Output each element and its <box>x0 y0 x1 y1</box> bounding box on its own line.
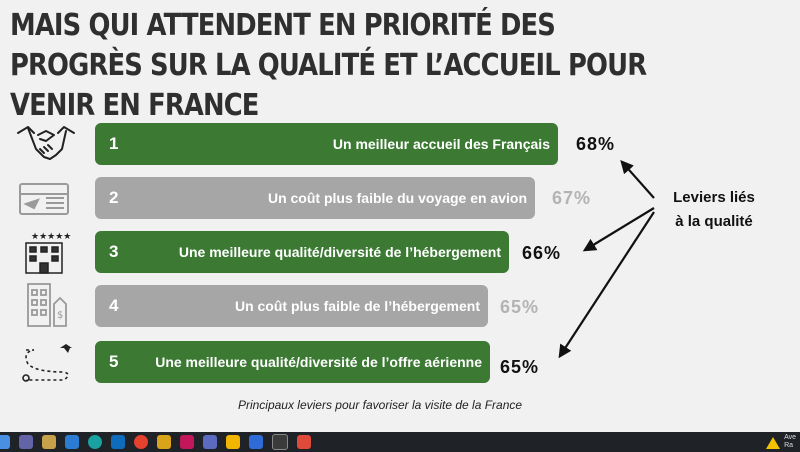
arrow-to-lever-5 <box>558 211 655 359</box>
callout-arrows <box>558 160 655 359</box>
app-badge-icon[interactable] <box>111 435 125 449</box>
callout-line-2: à la qualité <box>675 213 753 230</box>
flight-route-icon <box>22 344 72 382</box>
lever-percent: 67% <box>552 188 592 208</box>
lever-percent: 65% <box>500 357 540 377</box>
edge-icon[interactable] <box>88 435 102 449</box>
store-icon[interactable] <box>42 435 56 449</box>
lever-label: Un coût plus faible du voyage en avion <box>267 190 527 206</box>
outlook-icon[interactable] <box>65 435 79 449</box>
lever-bar-3: 3 Une meilleure qualité/diversité de l’h… <box>95 231 509 273</box>
lever-bar-2: 2 Un coût plus faible du voyage en avion <box>95 177 535 219</box>
app-icon[interactable] <box>203 435 217 449</box>
powerpoint-icon[interactable] <box>297 435 311 449</box>
warning-icon <box>766 437 781 449</box>
slide: MAIS QUI ATTENDENT EN PRIORITÉ DES PROGR… <box>10 8 764 412</box>
lever-label: Une meilleure qualité/diversité de l’héb… <box>178 244 501 260</box>
windows-taskbar: Ave Ra <box>0 432 800 452</box>
building-price-icon: $ <box>27 283 67 327</box>
svg-text:★★★★★: ★★★★★ <box>31 232 71 242</box>
file-explorer-icon[interactable] <box>226 435 240 449</box>
handshake-icon <box>17 126 75 160</box>
callout-line-1: Leviers liés <box>673 189 755 206</box>
lever-percent: 68% <box>576 134 616 154</box>
plane-ticket-icon <box>19 183 69 215</box>
lever-number: 4 <box>109 296 119 315</box>
lever-bar-5: 5 Une meilleure qualité/diversité de l’o… <box>95 341 490 383</box>
hotel-stars-icon: ★★★★★ <box>25 232 71 274</box>
lever-label: Une meilleure qualité/diversité de l’off… <box>155 354 482 370</box>
notification-text-2: Ra <box>784 442 794 449</box>
quality-levers-callout: Leviers liés à la qualité <box>664 186 764 234</box>
app-icon[interactable] <box>180 435 194 449</box>
chrome-icon[interactable] <box>134 435 148 449</box>
lever-label: Un meilleur accueil des Français <box>332 136 550 152</box>
lever-number: 3 <box>109 242 119 261</box>
notification-area[interactable]: Ave Ra <box>766 434 796 450</box>
camera-icon[interactable] <box>272 434 288 450</box>
app-icon[interactable] <box>157 435 171 449</box>
lever-percent: 65% <box>500 297 540 317</box>
start-icon[interactable] <box>0 435 10 449</box>
notification-text-1: Ave <box>784 434 796 441</box>
arrow-to-lever-1 <box>620 160 655 199</box>
arrow-to-lever-3 <box>582 207 655 252</box>
lever-bar-1: 1 Un meilleur accueil des Français <box>95 123 558 165</box>
lever-label: Un coût plus faible de l’hébergement <box>234 298 480 314</box>
svg-text:$: $ <box>57 310 63 321</box>
slide-title: MAIS QUI ATTENDENT EN PRIORITÉ DES PROGR… <box>10 8 647 123</box>
lever-bar-4: 4 Un coût plus faible de l’hébergement <box>95 285 488 327</box>
teams-icon[interactable] <box>19 435 33 449</box>
word-icon[interactable] <box>249 435 263 449</box>
slide-caption: Principaux leviers pour favoriser la vis… <box>237 398 523 412</box>
lever-number: 1 <box>109 134 119 153</box>
lever-number: 5 <box>109 352 119 371</box>
lever-number: 2 <box>109 188 119 207</box>
lever-percent: 66% <box>522 243 562 263</box>
